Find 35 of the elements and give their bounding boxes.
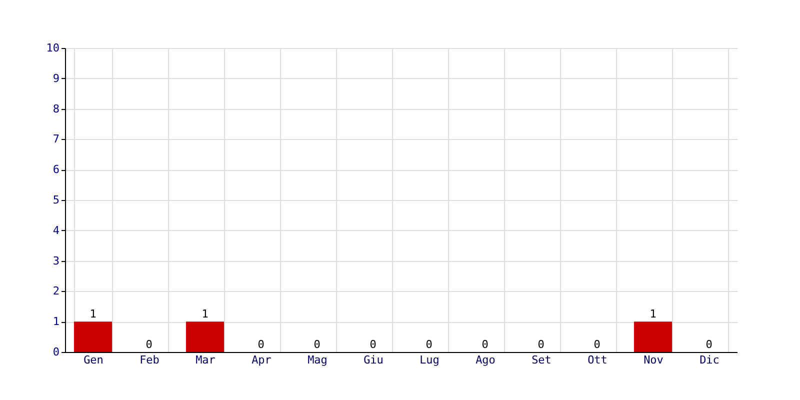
data-label: 0	[370, 338, 376, 351]
y-tick-label: 1	[52, 315, 60, 328]
data-label: 0	[594, 338, 600, 351]
y-tick-label: 0	[52, 346, 60, 358]
data-label: 0	[482, 338, 488, 351]
data-label: 1	[90, 308, 96, 321]
data-label: 1	[202, 308, 208, 321]
data-label: 1	[650, 308, 656, 321]
x-tick-label: Mag	[308, 354, 328, 366]
x-tick-label: Set	[532, 354, 552, 366]
x-tick-label: Lug	[420, 354, 440, 366]
data-label: 0	[146, 338, 152, 351]
x-tick-label: Nov	[644, 354, 664, 366]
x-tick-label: Ago	[476, 354, 496, 366]
y-tick-label: 3	[52, 254, 60, 268]
data-label: 0	[706, 338, 712, 351]
x-tick-label: Giu	[364, 354, 384, 366]
x-tick-label: Ott	[588, 354, 608, 366]
y-tick-label: 7	[52, 132, 60, 146]
data-label: 0	[538, 338, 544, 351]
y-tick-label: 6	[52, 163, 60, 176]
data-label: 0	[426, 338, 432, 351]
x-tick-label: Apr	[252, 354, 272, 366]
y-tick-label: 10	[46, 42, 60, 54]
x-tick-label: Feb	[140, 354, 160, 366]
y-tick-label: 9	[52, 72, 60, 85]
y-tick-label: 2	[52, 284, 60, 298]
x-tick-label: Dic	[700, 354, 720, 366]
data-label: 0	[258, 338, 264, 351]
x-tick-label: Gen	[84, 354, 104, 366]
y-tick-label: 4	[52, 224, 60, 237]
y-tick-label: 8	[52, 102, 60, 116]
data-label: 0	[314, 338, 320, 351]
x-tick-label: Mar	[196, 354, 216, 366]
y-tick-label: 5	[52, 194, 60, 206]
